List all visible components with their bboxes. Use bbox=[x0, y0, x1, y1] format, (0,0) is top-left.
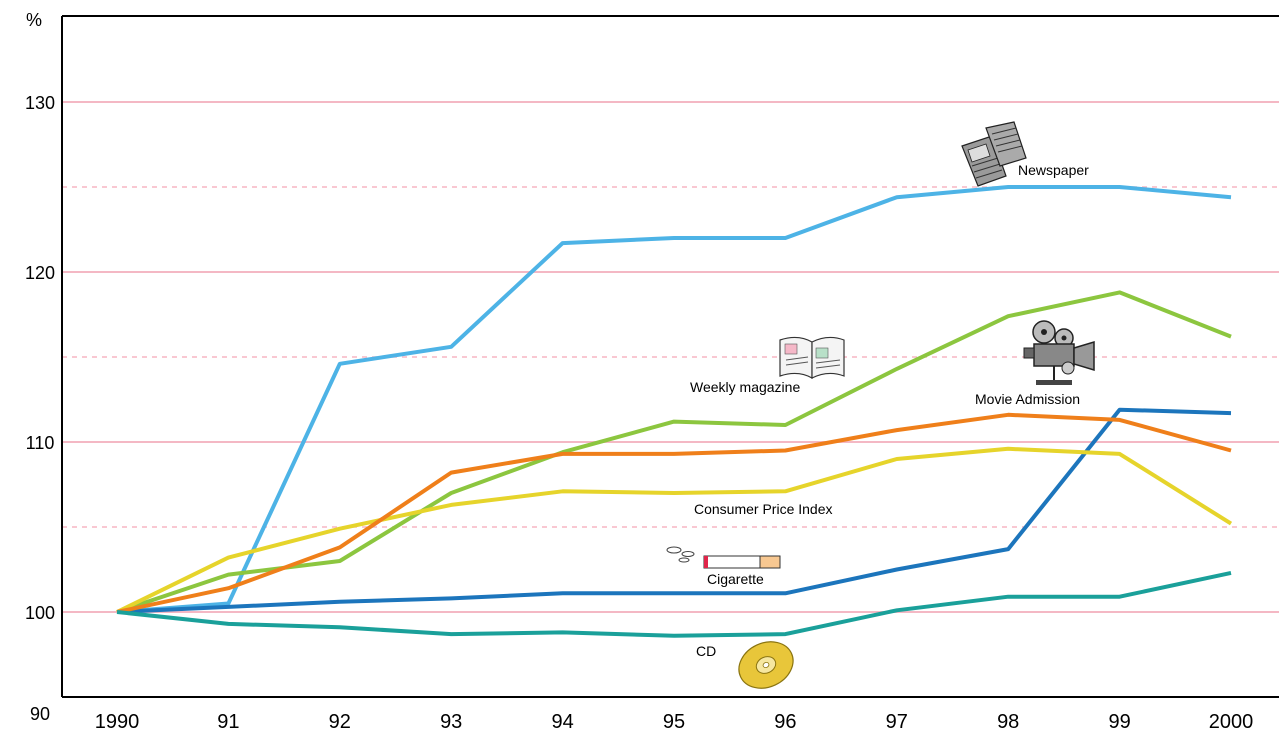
series-line-weekly-magazine bbox=[116, 290, 1232, 614]
x-tick-label: 94 bbox=[551, 711, 573, 733]
x-tick-label: 97 bbox=[886, 711, 908, 733]
y-tick-label: 90 bbox=[30, 704, 50, 724]
grid bbox=[62, 101, 1279, 613]
cigarette-icon bbox=[666, 546, 781, 569]
newspaper-icon bbox=[961, 121, 1027, 187]
label-movie-admission: Movie Admission bbox=[975, 391, 1080, 407]
y-tick-label: 100 bbox=[25, 603, 55, 623]
label-weekly-magazine: Weekly magazine bbox=[690, 379, 800, 395]
x-tick-label: 96 bbox=[774, 711, 796, 733]
y-tick-label: 130 bbox=[25, 93, 55, 113]
label-cd: CD bbox=[696, 643, 716, 659]
series-line-movie-admission bbox=[116, 407, 1232, 614]
x-tick-label: 92 bbox=[329, 711, 351, 733]
series-line-consumer-price-index bbox=[116, 446, 1233, 614]
series-line-newspaper bbox=[116, 185, 1232, 614]
x-tick-label: 95 bbox=[663, 711, 685, 733]
series-line-cigarette bbox=[116, 412, 1232, 614]
y-axis-label: % bbox=[26, 10, 42, 30]
x-tick-label: 91 bbox=[217, 711, 239, 733]
x-tick-label: 2000 bbox=[1209, 711, 1254, 733]
movie-camera-icon bbox=[1023, 320, 1095, 385]
x-tick-label: 99 bbox=[1108, 711, 1130, 733]
x-tick-label: 98 bbox=[997, 711, 1019, 733]
series-group bbox=[116, 185, 1233, 638]
series-line-cd bbox=[116, 570, 1232, 638]
y-tick-label: 110 bbox=[26, 433, 55, 453]
label-newspaper: Newspaper bbox=[1018, 162, 1089, 178]
y-tick-labels: 90 100 110 120 130 bbox=[25, 93, 55, 724]
x-tick-label: 1990 bbox=[95, 711, 140, 733]
magazine-icon bbox=[779, 336, 845, 380]
label-cigarette: Cigarette bbox=[707, 571, 764, 587]
y-tick-label: 120 bbox=[25, 263, 55, 283]
x-tick-label: 93 bbox=[440, 711, 462, 733]
x-tick-labels: 1990 91 92 93 94 95 96 97 98 99 2000 bbox=[95, 711, 1254, 733]
label-consumer-price-index: Consumer Price Index bbox=[694, 501, 833, 517]
cd-icon bbox=[738, 641, 794, 689]
